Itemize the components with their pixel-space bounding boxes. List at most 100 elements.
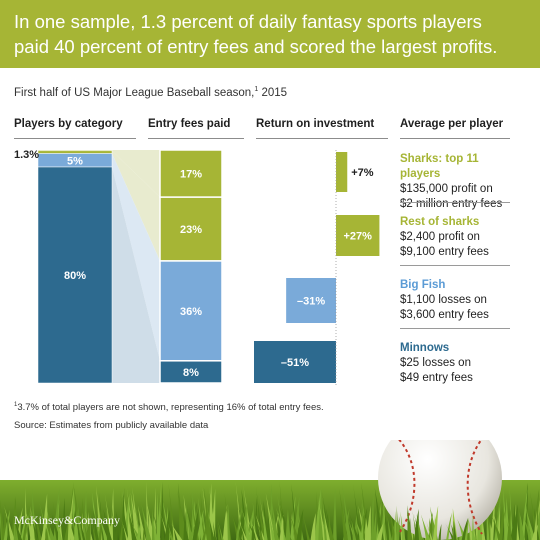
roi-bar (254, 341, 336, 383)
grass-blade (83, 522, 89, 540)
grass-blade (74, 509, 82, 540)
grass-blade (438, 523, 442, 540)
grass-blade (432, 505, 439, 540)
grass-blade (183, 510, 188, 540)
grass-blade (395, 516, 400, 540)
grass-blade (328, 505, 332, 540)
grass-blade (224, 493, 232, 540)
column-rule-fees (148, 138, 244, 139)
grass-blade (406, 510, 413, 540)
grass-blade (151, 507, 155, 540)
grass-blade (83, 490, 88, 540)
grass-blade (491, 514, 503, 540)
roi-bars (254, 150, 380, 385)
grass-blade (267, 505, 275, 540)
players-label-bigfish: 5% (67, 155, 83, 167)
mckinsey-logo: McKinsey&Company (14, 513, 120, 527)
grass-blade (22, 506, 30, 540)
grass-blade (3, 509, 11, 540)
grass-blade (74, 507, 85, 540)
players-bar-segment (37, 166, 113, 384)
roi-bar (336, 152, 348, 192)
grass-blade (172, 519, 176, 540)
fees-bar-segment (159, 149, 223, 198)
grass-blade (190, 493, 199, 540)
grass-blade (98, 507, 102, 540)
grass-blade (256, 498, 267, 540)
grass-blade (168, 482, 176, 540)
grass-blade (362, 519, 366, 540)
headline-line-2: paid 40 percent of entry fees and scored… (14, 36, 498, 57)
category-name: Sharks: top 11 players (400, 153, 479, 180)
grass-blade (472, 513, 475, 540)
category-big-fish: Big Fish $1,100 losses on $3,600 entry f… (400, 278, 510, 323)
headline-line-1: In one sample, 1.3 percent of daily fant… (14, 11, 482, 32)
grass-blade (370, 493, 374, 540)
grass-blade (235, 505, 243, 540)
grass-blade (464, 517, 470, 540)
grass-blade (360, 524, 364, 540)
grass-blade (252, 502, 257, 540)
headline-banner: In one sample, 1.3 percent of daily fant… (0, 0, 540, 68)
grass-blade (361, 482, 370, 540)
grass-blade (186, 508, 193, 540)
column-header-fees: Entry fees paid (148, 118, 231, 130)
grass-blade (86, 510, 91, 540)
category-name: Big Fish (400, 279, 446, 291)
grass-blade (509, 486, 514, 540)
source-note: Source: Estimates from publicly availabl… (14, 420, 209, 431)
grass-blade (268, 480, 279, 540)
grass-blade (279, 480, 285, 540)
category-line-1: $2,400 profit on (400, 231, 480, 243)
column-header-players: Players by category (14, 118, 123, 130)
players-bar-segment (37, 150, 113, 154)
column-header-average: Average per player (400, 118, 504, 130)
baseball-icon (378, 440, 502, 540)
grass-blade (188, 524, 196, 540)
grass-blade (537, 520, 540, 540)
grass-blade (246, 524, 250, 540)
grass-blade (531, 524, 539, 540)
category-line-2: $2 million entry fees (400, 198, 503, 210)
grass-blade (339, 488, 348, 540)
roi-label: –31% (297, 296, 325, 308)
grass-blade (164, 509, 170, 540)
grass-blade (352, 482, 362, 540)
grass-blades-front (3, 505, 540, 540)
grass-blade (364, 517, 370, 540)
grass-blade (202, 519, 209, 540)
category-divider (400, 328, 510, 329)
grass-blade (376, 523, 384, 540)
grass-blade (73, 488, 78, 540)
players-label-sharks: 1.3% (14, 149, 39, 161)
players-stacked-bar (37, 149, 113, 384)
bar-labels: 1.3% 5% 80% 17% 23% 36% 8% +7% +27% –31% –51% (14, 149, 374, 379)
grass-blade (136, 522, 141, 540)
grass-blade (394, 510, 397, 540)
connector-bands (112, 150, 160, 383)
category-line-2: $49 entry fees (400, 372, 473, 384)
grass-blade (133, 493, 141, 540)
grass-blade (20, 513, 28, 540)
grass-blade (130, 517, 137, 540)
fees-bar-segment (159, 260, 223, 362)
fees-label: 17% (180, 169, 202, 181)
roi-bar (286, 278, 336, 323)
category-line-1: $25 losses on (400, 357, 471, 369)
grass-blade (243, 484, 253, 540)
grass-blade (43, 510, 55, 540)
grass-blade (290, 495, 296, 540)
grass-blade (216, 517, 224, 540)
grass-blade (296, 509, 304, 540)
grass-blade (130, 492, 140, 540)
roi-label: +27% (343, 231, 372, 243)
category-minnows: Minnows $25 losses on $49 entry fees (400, 341, 510, 386)
grass-blade (62, 497, 66, 540)
grass-blade (126, 486, 135, 540)
fees-stacked-bar (159, 149, 223, 384)
category-name: Minnows (400, 342, 450, 354)
grass-blade (387, 516, 392, 540)
grass-blade (317, 497, 327, 540)
grass-blade (7, 510, 10, 540)
grass-blade (279, 514, 284, 540)
